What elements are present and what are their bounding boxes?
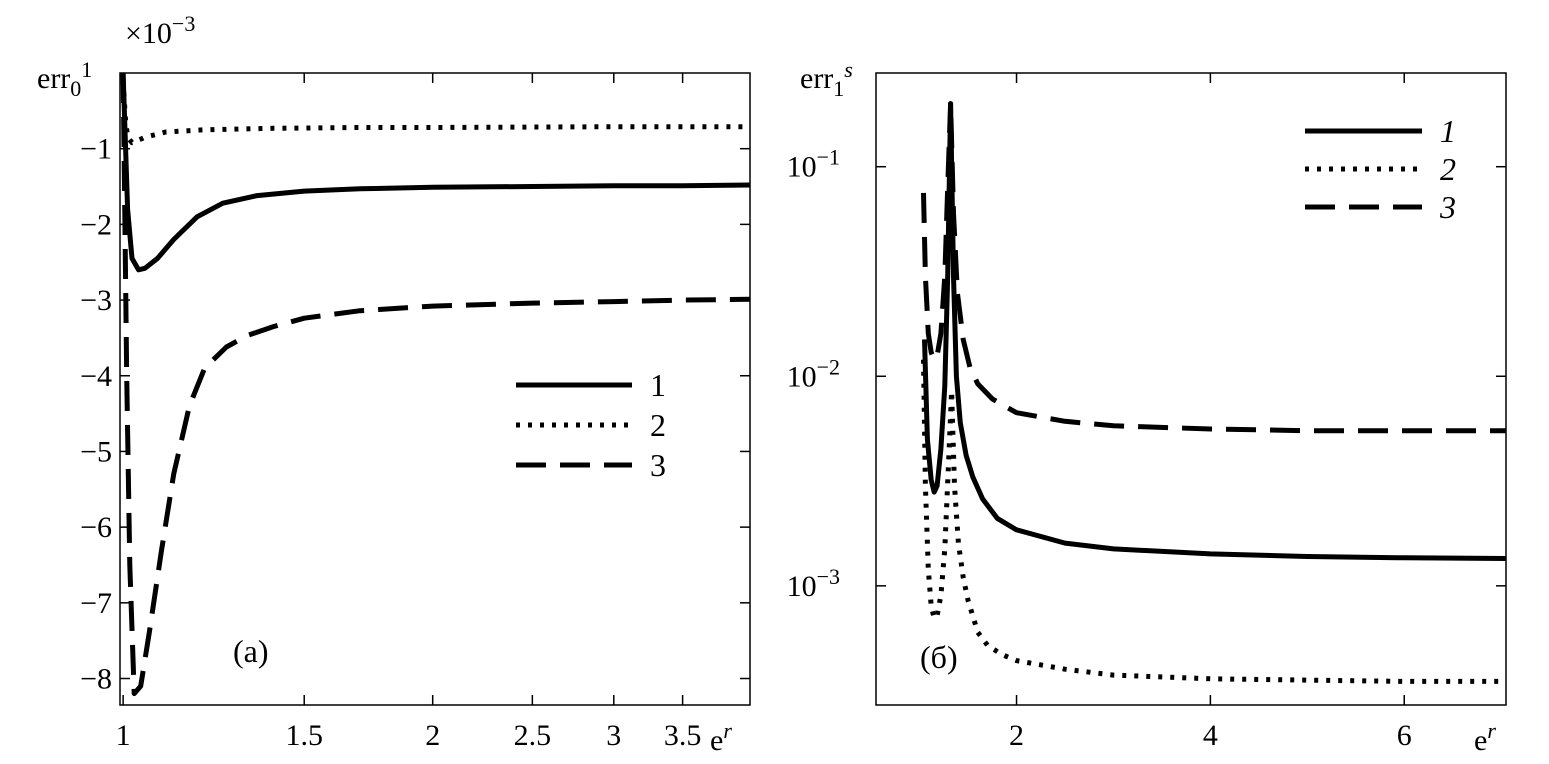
panel-b: 2 4 610−110−210−3 123 (б) err1s er [787, 57, 1507, 757]
panel-b-ylabel: err1s [800, 57, 853, 101]
panel-a-multiplier: ×10−3 [125, 11, 195, 50]
panel-b-series [921, 101, 1506, 684]
panel-a-ytick-label: −4 [80, 360, 112, 393]
panel-b-xtick-label: 2 [1009, 719, 1024, 752]
panel-a-ylabel: err01 [37, 57, 92, 101]
panel-b-ytick-label: 10−2 [787, 354, 840, 393]
panel-a-xtick-label: 2.5 [514, 719, 552, 752]
panel-a-xtick-label: 1.5 [285, 719, 323, 752]
panel-a-series-2-line [120, 80, 750, 146]
panel-b-ytick-label: 10−1 [787, 145, 840, 184]
panel-a-ytick-label: −8 [80, 663, 112, 696]
panel-a-legend-label-3: 3 [650, 447, 666, 483]
panel-a-ytick-label: −6 [80, 511, 112, 544]
panel-a-legend-label-1: 1 [650, 367, 666, 403]
panel-b-series-1-line [922, 101, 1506, 561]
panel-a-legend: 1 2 3 [516, 367, 666, 483]
panel-b-legend-label-2: 2 [1440, 151, 1456, 187]
panel-a-ytick-label: −2 [80, 208, 112, 241]
panel-b-ytick-label: 10−3 [787, 564, 840, 603]
panel-a-ytick-label: −3 [80, 284, 112, 317]
panel-a: 1 1.5 2 2.5 3 3.5 −1 −2 −3 −4 −5 −6 −7 −8 1 2 3 (a) err… [37, 11, 751, 757]
panel-a-ytick-label: −7 [80, 587, 112, 620]
panel-b-ticks: 2 4 6 10−1 10−2 10−3 [787, 73, 1506, 752]
panel-a-xtick-label: 3.5 [664, 719, 702, 752]
panel-a-legend-label-2: 2 [650, 407, 666, 443]
panel-a-xtick-label: 1 [116, 719, 131, 752]
panel-b-xlabel: er [1474, 718, 1496, 757]
panel-a-plot-frame [119, 72, 751, 706]
panel-a-ytick-label: −5 [80, 435, 112, 468]
panel-b-series-3-line [921, 101, 1506, 434]
panel-a-series-3-line [120, 73, 750, 697]
panel-a-ytick-label: −1 [80, 133, 112, 166]
panel-a-ticks: 1 1.5 2 2.5 3 3.5 −1 −2 −3 −4 −5 −6 −7 −8 [80, 73, 750, 752]
panel-b-legend-label-3: 3 [1439, 189, 1456, 225]
panel-b-legend-label-1: 1 [1440, 113, 1456, 149]
panel-b-plot-frame [875, 72, 1507, 706]
panel-b-legend: 123 [1305, 113, 1456, 225]
panel-a-xtick-label: 3 [606, 719, 621, 752]
panel-a-tag: (a) [233, 633, 269, 669]
panel-b-xtick-label: 4 [1203, 719, 1218, 752]
panel-b-xtick-label: 6 [1397, 719, 1412, 752]
panel-b-tag: (б) [920, 639, 958, 675]
panel-a-xtick-label: 2 [425, 719, 440, 752]
panel-a-series [120, 73, 750, 697]
panel-a-series-1-line [120, 73, 750, 273]
panel-a-xlabel: er [710, 718, 732, 757]
